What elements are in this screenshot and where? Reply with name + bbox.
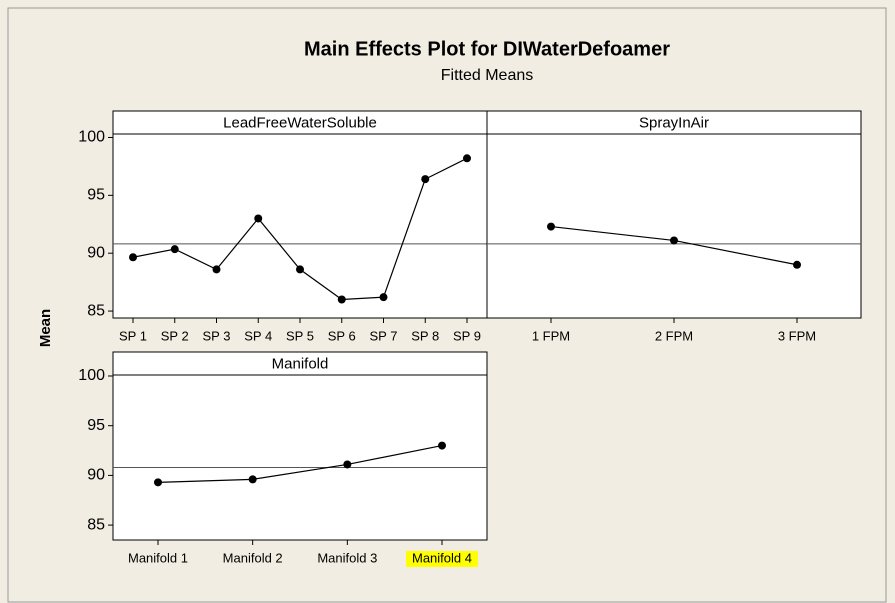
y-tick-label: 100	[78, 129, 105, 146]
x-tick-label: Manifold 1	[128, 550, 188, 565]
point	[547, 222, 555, 231]
point	[463, 154, 471, 163]
point	[254, 214, 263, 223]
point	[343, 460, 352, 469]
chart-title: Main Effects Plot for DIWaterDefoamer	[304, 38, 670, 60]
line	[157, 444, 443, 483]
highlight	[406, 551, 478, 567]
x-tick-label: Manifold 4	[412, 550, 472, 565]
point	[170, 245, 179, 254]
y-tick-label: 90	[87, 467, 105, 484]
point	[793, 260, 801, 269]
x-tick-label: SP 7	[370, 328, 398, 343]
panel-title: Manifold	[272, 355, 329, 372]
x-tick-label: SP 9	[453, 328, 481, 343]
x-tick-label: SP 6	[328, 328, 356, 343]
panel	[112, 351, 488, 541]
panel-title: SprayInAir	[639, 114, 709, 131]
point	[337, 295, 346, 304]
x-tick-label: 1 FPM	[532, 328, 570, 343]
panel-title: LeadFreeWaterSoluble	[223, 114, 377, 131]
point	[212, 265, 221, 274]
x-tick-label: Manifold 3	[317, 550, 377, 565]
point	[438, 441, 446, 450]
x-tick-label: 2 FPM	[655, 328, 693, 343]
panel	[112, 110, 488, 319]
x-tick-label: SP 8	[411, 328, 439, 343]
point	[248, 475, 257, 484]
x-tick-label: SP 1	[119, 328, 147, 343]
y-tick-label: 90	[87, 244, 105, 261]
x-tick-label: SP 3	[203, 328, 231, 343]
x-tick-label: Manifold 2	[223, 550, 283, 565]
point	[129, 253, 137, 262]
y-tick-label: 100	[78, 367, 105, 384]
x-tick-label: 3 FPM	[778, 328, 816, 343]
point	[670, 236, 678, 245]
chart-subtitle: Fitted Means	[441, 67, 533, 84]
y-tick-label: 85	[87, 516, 105, 533]
x-tick-label: SP 2	[161, 328, 189, 343]
panel	[486, 110, 862, 319]
y-tick-label: 85	[87, 302, 105, 319]
y-tick-label: 95	[87, 417, 105, 434]
x-tick-label: SP 5	[286, 328, 314, 343]
y-axis-label: Mean	[37, 309, 54, 347]
y-tick-label: 95	[87, 187, 105, 204]
point	[296, 265, 304, 274]
point	[154, 478, 162, 487]
x-tick-label: SP 4	[244, 328, 272, 343]
point	[421, 175, 430, 184]
point	[379, 293, 388, 302]
frame	[7, 7, 887, 603]
